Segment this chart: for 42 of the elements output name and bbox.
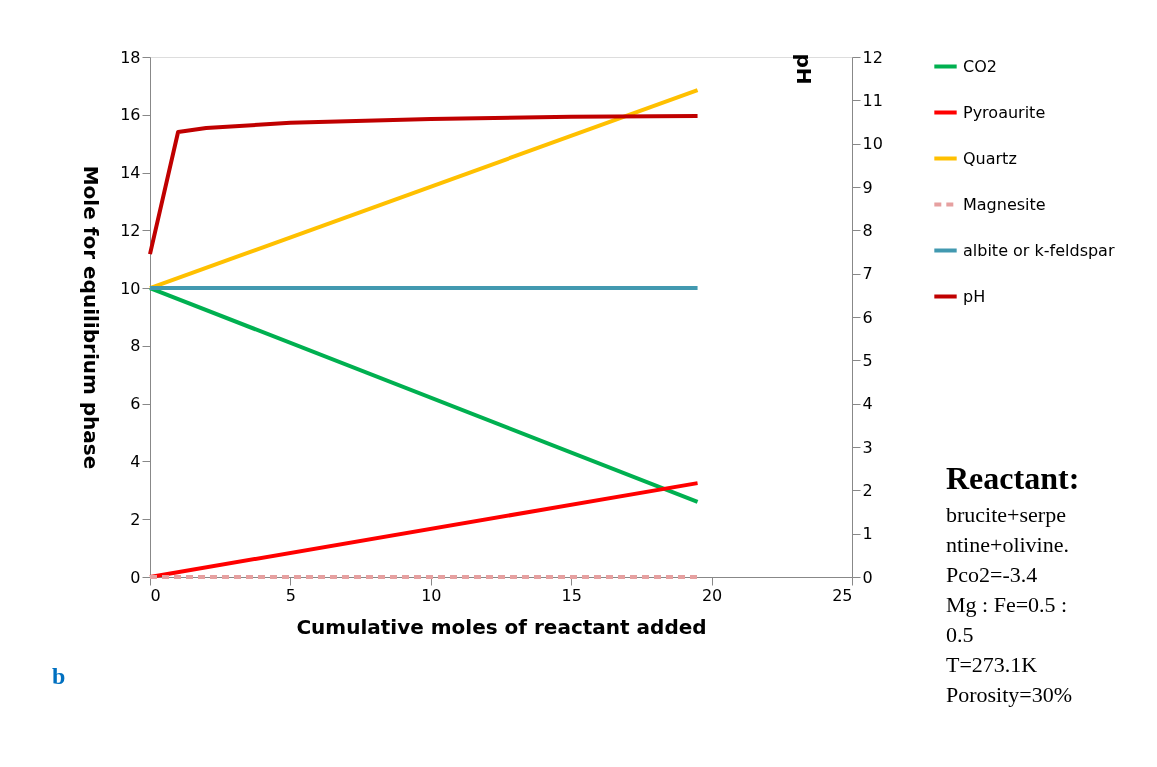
y2-tick-label: 5 bbox=[862, 350, 873, 370]
y2-tick-label: 11 bbox=[862, 90, 883, 110]
x-tick-label: 25 bbox=[832, 585, 853, 605]
y2-tick-label: 4 bbox=[862, 394, 873, 414]
x-tick-label: 10 bbox=[421, 585, 442, 605]
y2-tick-label: 10 bbox=[862, 134, 883, 154]
y-tick-label: 8 bbox=[130, 336, 141, 356]
y2-tick-label: 0 bbox=[862, 567, 873, 587]
y2-tick-label: 3 bbox=[862, 437, 873, 457]
y2-tick-label: 2 bbox=[862, 480, 873, 500]
text: Reactant: bbox=[946, 460, 1080, 496]
legend-label: albite or k-feldspar bbox=[963, 240, 1115, 260]
y2-axis-title: pH bbox=[791, 53, 816, 85]
legend-label: pH bbox=[963, 286, 986, 306]
x-tick-label: 5 bbox=[285, 585, 296, 605]
y2-tick-label: 9 bbox=[862, 177, 873, 197]
line-series bbox=[148, 113, 700, 257]
x-axis-title: Cumulative moles of reactant added bbox=[296, 614, 707, 639]
y-tick-label: 10 bbox=[120, 278, 141, 298]
y2-tick-label: 7 bbox=[862, 264, 873, 284]
y-tick-label: 14 bbox=[120, 163, 141, 183]
y-tick-label: 4 bbox=[130, 451, 141, 471]
y-tick-label: 16 bbox=[120, 105, 141, 125]
x-tick-label: 15 bbox=[561, 585, 582, 605]
text: brucite+serpe ntine+olivine. Pco2=-3.4 Mg : Fe=0.5 : 0.5 T=273.1K Porosity=30% bbox=[946, 502, 1073, 707]
y2-tick-label: 6 bbox=[862, 307, 873, 327]
y-tick-label: 2 bbox=[130, 509, 141, 529]
y-axis-title: Mole for equilibrium phase bbox=[79, 165, 104, 470]
text: b bbox=[52, 663, 66, 689]
legend-label: Pyroaurite bbox=[963, 102, 1046, 122]
y2-tick-label: 1 bbox=[862, 524, 873, 544]
legend-label: Magnesite bbox=[963, 194, 1046, 214]
legend-label: Quartz bbox=[963, 148, 1017, 168]
x-tick-label: 20 bbox=[701, 585, 723, 605]
y2-tick-label: 12 bbox=[862, 47, 883, 67]
y-tick-label: 6 bbox=[130, 394, 141, 414]
y-tick-label: 0 bbox=[130, 567, 141, 587]
y2-tick-label: 8 bbox=[862, 220, 873, 240]
y-tick-label: 18 bbox=[120, 47, 141, 67]
legend-label: CO2 bbox=[963, 56, 997, 76]
y-tick-label: 12 bbox=[120, 220, 141, 240]
x-tick-label: 0 bbox=[150, 585, 161, 605]
